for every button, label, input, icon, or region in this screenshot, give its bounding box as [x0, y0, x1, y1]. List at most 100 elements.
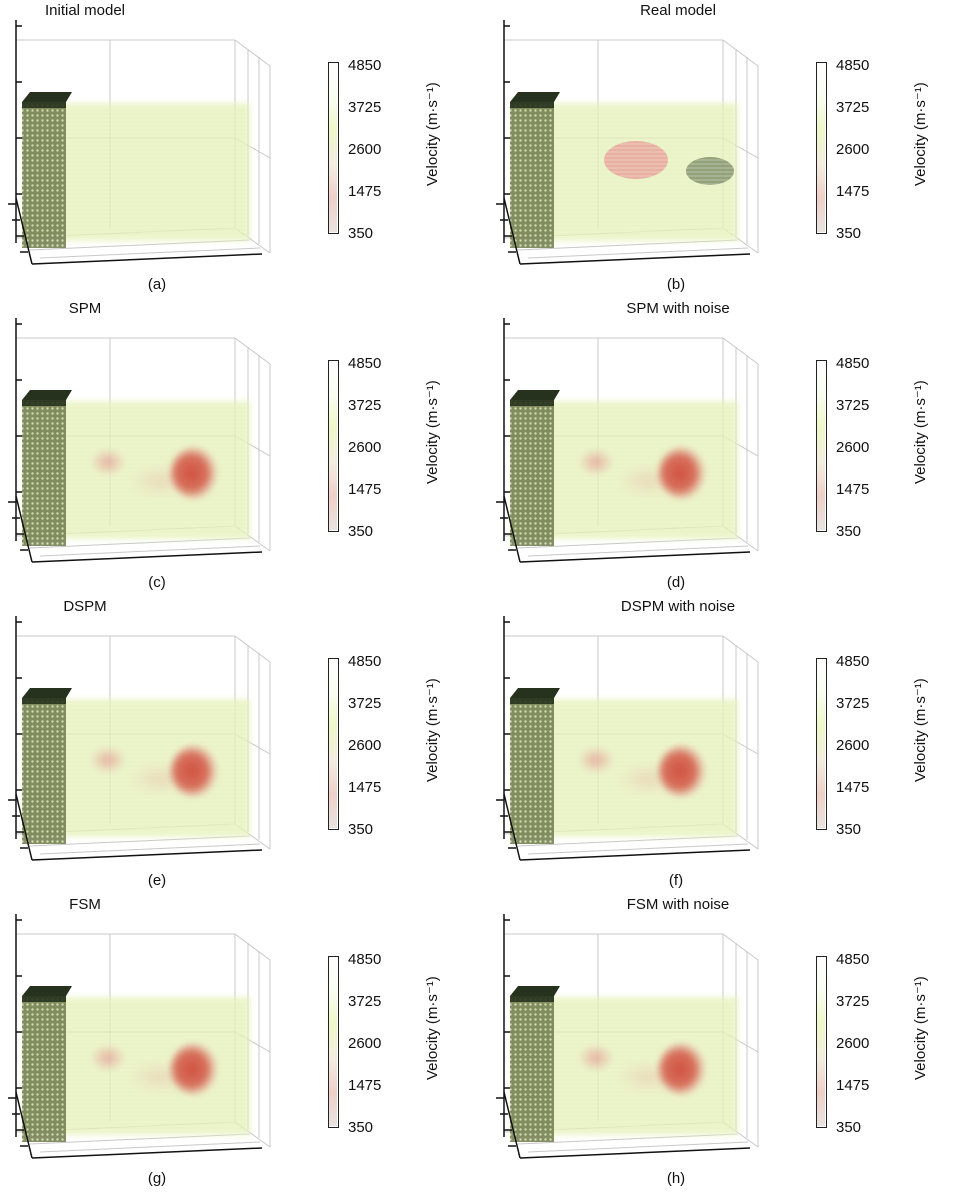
colorbar [328, 956, 339, 1128]
grid-line [234, 337, 271, 365]
grid-line [722, 933, 759, 961]
colorbar-fill [329, 361, 337, 530]
colorbar-tick-label: 1475 [348, 481, 382, 498]
velocity-block-edge [510, 102, 554, 108]
colorbar-tick-label: 4850 [348, 355, 382, 372]
colorbar-gradient [817, 957, 825, 1126]
chart-panel: SPM with noise 4850 3725 2600 1475 350 Velocit… [488, 298, 975, 596]
weak-anomaly [90, 448, 126, 476]
colorbar-gradient [329, 957, 337, 1126]
velocity-block-top [22, 688, 72, 698]
velocity-block-edge [22, 996, 66, 1002]
colorbar-tick-label: 1475 [348, 183, 382, 200]
weak-anomaly [578, 1044, 614, 1072]
y-axis [503, 495, 521, 563]
velocity-block-top [22, 986, 72, 996]
velocity-block-edge [510, 996, 554, 1002]
colorbar-label: Velocity (m·s⁻¹) [912, 976, 929, 1080]
colorbar-tick-label: 3725 [348, 993, 382, 1010]
velocity-block-top [510, 986, 560, 996]
strong-anomaly [170, 745, 218, 797]
chart-panel: DSPM with noise 4850 3725 2600 1475 350 Veloci… [488, 596, 975, 894]
colorbar-tick-label: 1475 [836, 779, 870, 796]
colorbar-gradient [817, 361, 825, 530]
colorbar-tick-label: 2600 [836, 141, 870, 158]
strong-anomaly [170, 1043, 218, 1095]
colorbar-tick-label: 350 [348, 821, 374, 838]
chart-panel: Initial model 4850 3725 2600 1475 350 Velocity… [0, 0, 487, 298]
colorbar-label: Velocity (m·s⁻¹) [912, 380, 929, 484]
colorbar-gradient [329, 659, 337, 828]
colorbar-tick-label: 3725 [836, 993, 870, 1010]
grid-line [39, 545, 261, 557]
panel-label: (a) [147, 276, 167, 293]
velocity-block [22, 996, 66, 1142]
volume-plot [496, 20, 759, 265]
colorbar-tick-label: 3725 [348, 695, 382, 712]
velocity-block [510, 698, 554, 844]
colorbar-tick-label: 1475 [348, 779, 382, 796]
grid-line [29, 239, 251, 251]
anomaly-texture [604, 141, 668, 179]
colorbar-label: Velocity (m·s⁻¹) [424, 976, 441, 1080]
velocity-block-top [510, 390, 560, 400]
colorbar-tick-label: 4850 [348, 57, 382, 74]
colorbar [328, 658, 339, 830]
colorbar-tick-label: 350 [836, 225, 862, 242]
velocity-block-top [510, 92, 560, 102]
strong-anomaly [170, 447, 218, 499]
grid-line [234, 39, 271, 67]
colorbar-tick-label: 350 [348, 225, 374, 242]
velocity-block-edge [22, 102, 66, 108]
grid-line [29, 537, 251, 549]
panel-label: (h) [666, 1170, 686, 1187]
grid-line [39, 1141, 261, 1153]
grid-line [722, 337, 759, 365]
grid-line [517, 239, 739, 251]
colorbar-tick-label: 4850 [836, 355, 870, 372]
colorbar-tick-label: 2600 [836, 439, 870, 456]
strong-anomaly [658, 447, 706, 499]
colorbar-tick-label: 350 [836, 523, 862, 540]
grid-line [517, 537, 739, 549]
weak-anomaly [578, 746, 614, 774]
weak-anomaly [578, 448, 614, 476]
chart-panel: SPM 4850 3725 2600 1475 350 Velocity (m·s⁻¹) (c… [0, 298, 487, 596]
colorbar [328, 62, 339, 234]
colorbar-tick-label: 1475 [836, 481, 870, 498]
colorbar-tick-label: 2600 [348, 439, 382, 456]
colorbar-tick-label: 3725 [348, 397, 382, 414]
colorbar [816, 360, 827, 532]
x-axis [31, 253, 263, 265]
colorbar [816, 956, 827, 1128]
colorbar-fill [817, 957, 825, 1126]
panel-label: (c) [148, 574, 166, 591]
colorbar-tick-label: 3725 [836, 99, 870, 116]
colorbar-fill [329, 63, 337, 232]
colorbar-tick-label: 350 [348, 1119, 374, 1136]
colorbar-tick-label: 2600 [348, 1035, 382, 1052]
velocity-block [22, 400, 66, 546]
colorbar [816, 658, 827, 830]
volume-plot [8, 914, 271, 1159]
colorbar-tick-label: 1475 [836, 1077, 870, 1094]
colorbar-tick-label: 4850 [348, 951, 382, 968]
colorbar-tick-label: 4850 [836, 57, 870, 74]
colorbar-fill [329, 659, 337, 828]
colorbar-tick-label: 4850 [836, 653, 870, 670]
strong-anomaly [658, 745, 706, 797]
colorbar-tick-label: 2600 [836, 1035, 870, 1052]
colorbar-tick-label: 350 [836, 821, 862, 838]
velocity-block [22, 698, 66, 844]
grid-line [517, 835, 739, 847]
y-axis [15, 197, 33, 265]
y-axis [503, 793, 521, 861]
velocity-block [22, 102, 66, 248]
colorbar-tick-label: 3725 [348, 99, 382, 116]
colorbar-tick-label: 2600 [348, 141, 382, 158]
colorbar-fill [817, 659, 825, 828]
velocity-block-edge [510, 698, 554, 704]
anomaly-texture [686, 157, 734, 185]
grid-line [527, 843, 749, 855]
grid-line [29, 1133, 251, 1145]
